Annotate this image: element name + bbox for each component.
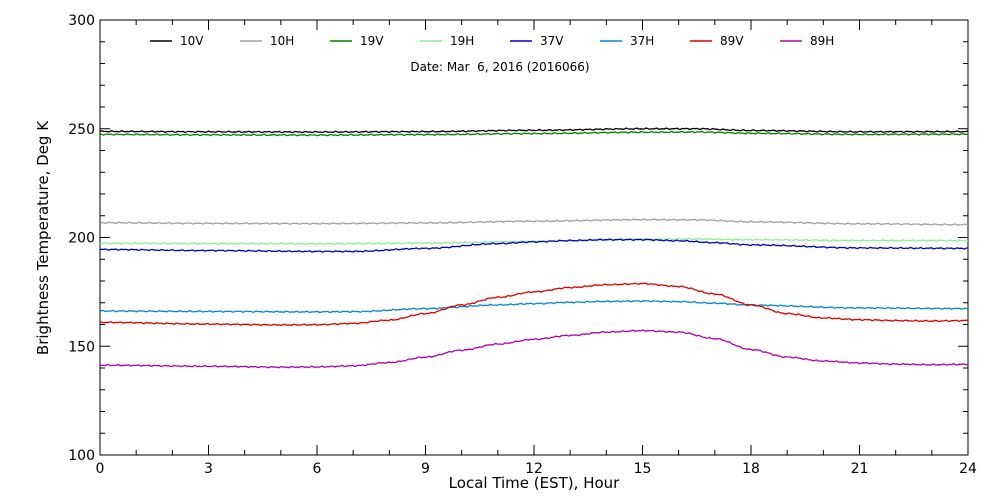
x-tick-labels: 0 3 6 9 12 15 18 21 24	[96, 461, 977, 477]
series-line-37h	[99, 299, 969, 314]
series-line-10h	[99, 218, 969, 226]
x-tick-label: 18	[742, 461, 760, 477]
legend-label-19h: 19H	[450, 34, 474, 48]
axis-ticks	[99, 19, 969, 456]
x-tick-label: 3	[204, 461, 213, 477]
y-axis-label: Brightness Temperature, Deg K	[34, 120, 52, 355]
legend-label-10v: 10V	[180, 34, 204, 48]
legend-label-19v: 19V	[360, 34, 384, 48]
x-tick-label: 15	[634, 461, 652, 477]
series-line-19v	[99, 130, 969, 137]
x-tick-label: 21	[851, 461, 869, 477]
series-line-89h	[99, 329, 969, 369]
legend-label-89v: 89V	[720, 34, 744, 48]
date-annotation: Date: Mar 6, 2016 (2016066)	[410, 60, 589, 74]
y-tick-label: 150	[68, 339, 95, 355]
plot-frame	[99, 19, 969, 456]
y-tick-label: 300	[68, 13, 95, 29]
y-tick-label: 250	[68, 122, 95, 138]
x-tick-label: 0	[96, 461, 105, 477]
series-line-37v	[99, 238, 969, 253]
legend-label-89h: 89H	[810, 34, 834, 48]
series-lines	[99, 127, 969, 369]
legend-label-37h: 37H	[630, 34, 654, 48]
series-line-10v	[99, 127, 969, 134]
legend-label-10h: 10H	[270, 34, 294, 48]
x-tick-label: 9	[421, 461, 430, 477]
legend-label-37v: 37V	[540, 34, 564, 48]
x-axis-label: Local Time (EST), Hour	[449, 474, 620, 492]
y-tick-label: 100	[68, 448, 95, 464]
series-line-89v	[99, 282, 969, 327]
x-tick-label: 24	[959, 461, 977, 477]
y-tick-label: 200	[68, 231, 95, 247]
y-tick-labels: 100 150 200 250 300	[68, 13, 95, 464]
legend: 10V 10H 19V 19H 37V 37H 89V 89H	[150, 34, 834, 48]
x-tick-label: 6	[313, 461, 322, 477]
x-tick-label: 12	[525, 461, 543, 477]
